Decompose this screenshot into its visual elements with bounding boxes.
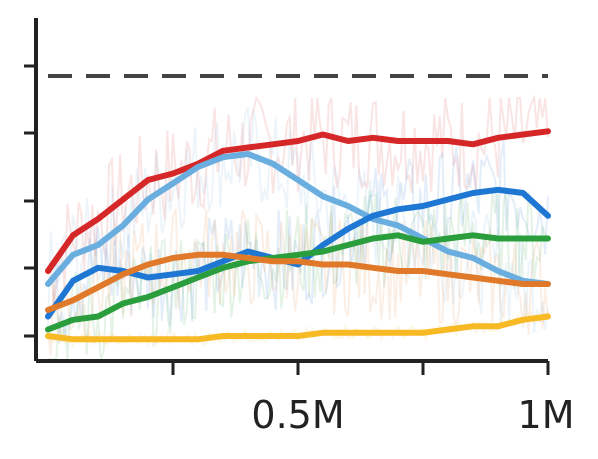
- series-layer: [45, 128, 551, 343]
- series-line: [45, 251, 551, 313]
- noise-trace: [47, 94, 549, 304]
- x-ticks: 0.5M 1M: [171, 361, 575, 437]
- y-ticks: [24, 64, 36, 338]
- x-tick-label: 1M: [518, 393, 575, 437]
- noise-trace: [47, 139, 549, 344]
- x-tick-label: 0.5M: [251, 393, 344, 437]
- series-line: [45, 232, 551, 333]
- series-line: [45, 128, 551, 274]
- series-line: [45, 151, 551, 287]
- series-line: [45, 313, 551, 343]
- noise-trace: [47, 208, 549, 357]
